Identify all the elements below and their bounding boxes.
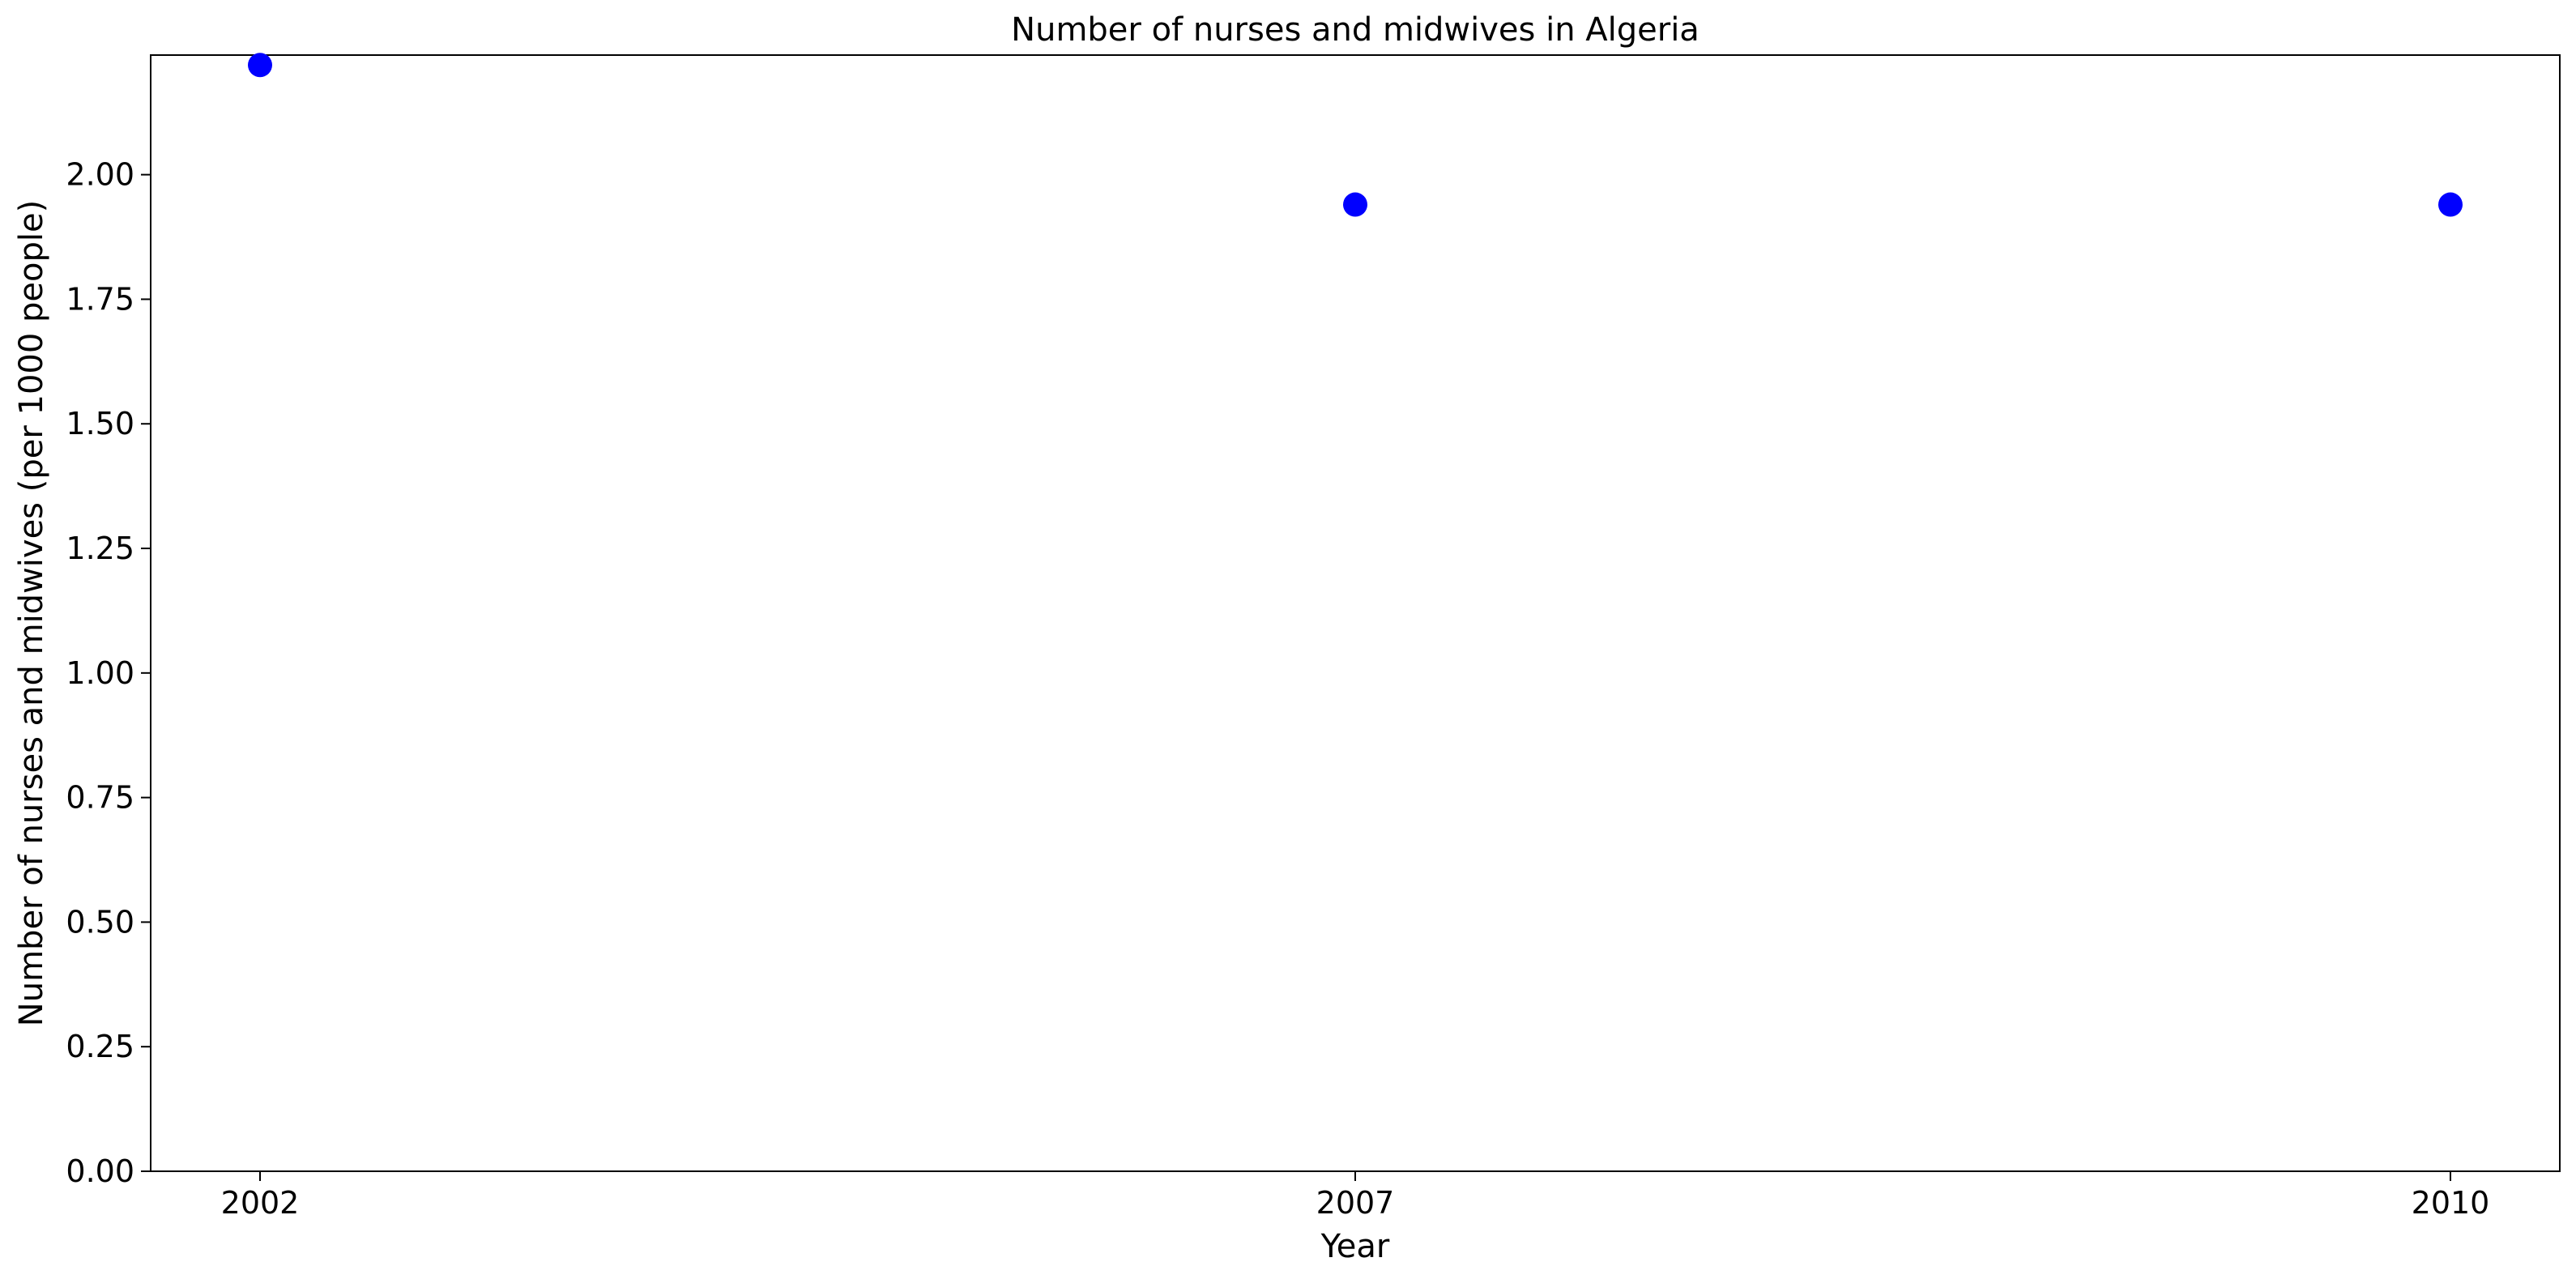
x-tick-label: 2002: [221, 1185, 300, 1221]
data-point: [1343, 192, 1367, 217]
x-tick-label: 2007: [1316, 1185, 1395, 1221]
x-axis-label: Year: [1320, 1228, 1390, 1265]
y-axis: 0.00 0.25 0.50 0.75 1.00 1.25 1.50 1.75 2.00: [66, 157, 151, 1189]
data-points: [248, 53, 2463, 217]
chart-title: Number of nurses and midwives in Algeria: [1011, 11, 1700, 49]
y-tick-label: 1.75: [66, 281, 134, 317]
data-point: [2438, 192, 2463, 217]
y-tick-label: 2.00: [66, 157, 134, 193]
y-tick-label: 0.50: [66, 904, 134, 940]
y-tick-label: 0.75: [66, 780, 134, 816]
y-tick-label: 1.25: [66, 531, 134, 566]
y-tick-label: 1.00: [66, 655, 134, 691]
x-axis: 2002 2007 2010: [221, 1171, 2490, 1221]
y-tick-label: 1.50: [66, 406, 134, 441]
y-axis-label: Number of nurses and midwives (per 1000 …: [13, 200, 50, 1026]
y-tick-label: 0.25: [66, 1029, 134, 1064]
data-point: [248, 53, 272, 78]
plot-area: [150, 54, 2561, 1172]
x-tick-label: 2010: [2412, 1185, 2490, 1221]
y-tick-label: 0.00: [66, 1153, 134, 1189]
